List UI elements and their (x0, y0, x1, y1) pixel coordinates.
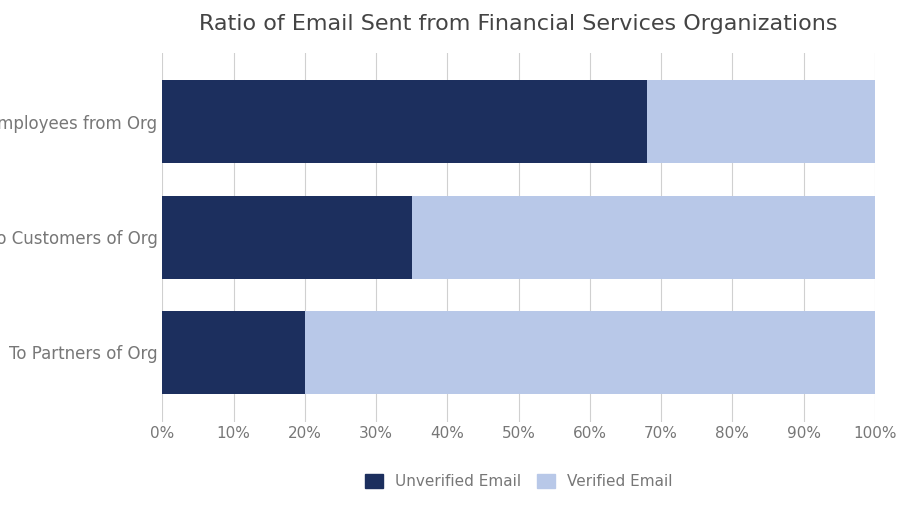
Bar (305, 311, 875, 394)
Bar (162, 311, 305, 394)
Bar (411, 196, 875, 279)
Bar (162, 196, 411, 279)
Title: Ratio of Email Sent from Financial Services Organizations: Ratio of Email Sent from Financial Servi… (199, 14, 838, 34)
Bar (162, 80, 647, 163)
Legend: Unverified Email, Verified Email: Unverified Email, Verified Email (358, 468, 679, 495)
Bar (647, 80, 875, 163)
